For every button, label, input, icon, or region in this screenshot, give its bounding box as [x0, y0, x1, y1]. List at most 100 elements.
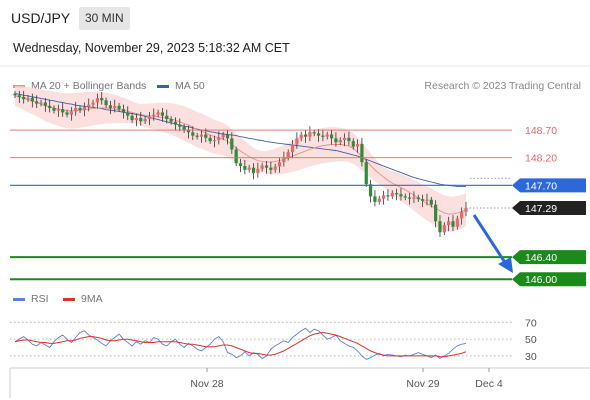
- x-tick-label: Nov 29: [406, 378, 439, 390]
- candle-body: [438, 221, 442, 233]
- candle-body: [234, 149, 238, 164]
- forecast-arrow-head-icon: [498, 257, 513, 273]
- candle-body: [342, 137, 347, 141]
- candle-body: [165, 115, 169, 120]
- rsi-tick-label: 70: [525, 317, 537, 329]
- candle-body: [429, 199, 433, 205]
- candle-body: [290, 144, 295, 153]
- legend-item-ma50: MA 50: [157, 80, 205, 92]
- candle-body: [264, 165, 269, 168]
- candle-body: [160, 112, 165, 116]
- rsi-9ma-line: [14, 331, 467, 358]
- candle-body: [338, 140, 342, 143]
- rsi-swatch-icon: [13, 297, 25, 301]
- candle-body: [17, 95, 21, 97]
- candle-body: [256, 168, 260, 174]
- candle-body: [247, 167, 251, 170]
- timestamp: Wednesday, November 29, 2023 5:18:32 AM …: [13, 41, 290, 55]
- top-bar: USD/JPY 30 MIN: [0, 0, 590, 38]
- candle-body: [100, 98, 104, 101]
- candle-body: [82, 106, 86, 111]
- candle-body: [308, 132, 312, 137]
- candle-body: [295, 138, 299, 145]
- candle-body: [43, 102, 47, 106]
- candle-body: [221, 134, 225, 138]
- candle-body: [364, 162, 368, 185]
- candle-body: [303, 134, 308, 137]
- research-credit: Research © 2023 Trading Central: [424, 80, 581, 92]
- candle-body: [321, 135, 325, 137]
- candle-body: [373, 196, 377, 202]
- legend-label-ma20: MA 20 + Bollinger Bands: [31, 80, 147, 92]
- candle-body: [399, 194, 403, 197]
- candle-body: [39, 102, 43, 104]
- candle-body: [460, 211, 464, 219]
- candle-body: [230, 138, 234, 150]
- candle-body: [126, 112, 130, 116]
- candle-body: [95, 98, 99, 103]
- candle-body: [212, 140, 217, 142]
- candle-body: [325, 134, 329, 137]
- ma9-swatch-icon: [63, 297, 75, 301]
- legend-label-ma50: MA 50: [175, 80, 205, 92]
- candle-body: [74, 108, 78, 112]
- candle-body: [208, 137, 212, 142]
- candle-body: [22, 96, 26, 100]
- candle-body: [30, 98, 34, 102]
- candle-body: [464, 207, 468, 212]
- candle-body: [412, 197, 416, 199]
- candle-body: [277, 162, 282, 167]
- candle-body: [173, 121, 178, 125]
- candle-body: [390, 193, 394, 197]
- candle-body: [351, 141, 355, 147]
- candle-body: [52, 108, 56, 111]
- candle-body: [408, 197, 412, 199]
- legend-label-rsi: RSI: [31, 293, 49, 305]
- candle-body: [386, 195, 390, 197]
- support-tag: [512, 272, 586, 287]
- bollinger-band: [15, 85, 466, 232]
- timeframe-button[interactable]: 30 MIN: [79, 7, 130, 30]
- forecast-arrow-shaft: [472, 214, 508, 265]
- candle-body: [65, 112, 69, 115]
- x-tick-label: Dec 4: [475, 378, 503, 390]
- candle-body: [199, 134, 204, 137]
- candle-body: [117, 105, 121, 110]
- candle-body: [403, 196, 407, 198]
- candle-body: [447, 221, 451, 226]
- candle-body: [169, 119, 173, 122]
- candle-body: [61, 109, 65, 113]
- candle-body: [347, 137, 351, 142]
- candle-body: [134, 117, 139, 121]
- support-label: 146.40: [525, 252, 557, 264]
- candle-body: [26, 98, 30, 100]
- candle-body: [360, 143, 364, 163]
- candle-body: [186, 130, 191, 133]
- candle-body: [455, 218, 459, 227]
- candle-body: [312, 132, 316, 134]
- candle-body: [182, 126, 186, 131]
- candle-body: [421, 199, 425, 201]
- candle-body: [35, 101, 39, 104]
- candle-body: [178, 124, 182, 127]
- candle-body: [355, 143, 360, 147]
- candles: [13, 90, 468, 237]
- support-tag: [512, 250, 586, 265]
- pivot-label: 147.70: [525, 180, 557, 192]
- candle-body: [243, 166, 247, 170]
- legend-label-9ma: 9MA: [81, 293, 103, 305]
- candle-body: [451, 221, 455, 227]
- candle-body: [143, 119, 147, 122]
- candle-body: [377, 198, 381, 202]
- candle-body: [87, 104, 91, 107]
- support-label: 146.00: [525, 274, 557, 286]
- candle-body: [78, 108, 82, 111]
- candle-body: [416, 197, 420, 200]
- candle-body: [260, 165, 264, 169]
- candle-body: [139, 117, 143, 122]
- candle-body: [195, 135, 199, 137]
- candle-body: [425, 199, 429, 201]
- ma50-line: [14, 93, 466, 187]
- candle-body: [434, 204, 438, 222]
